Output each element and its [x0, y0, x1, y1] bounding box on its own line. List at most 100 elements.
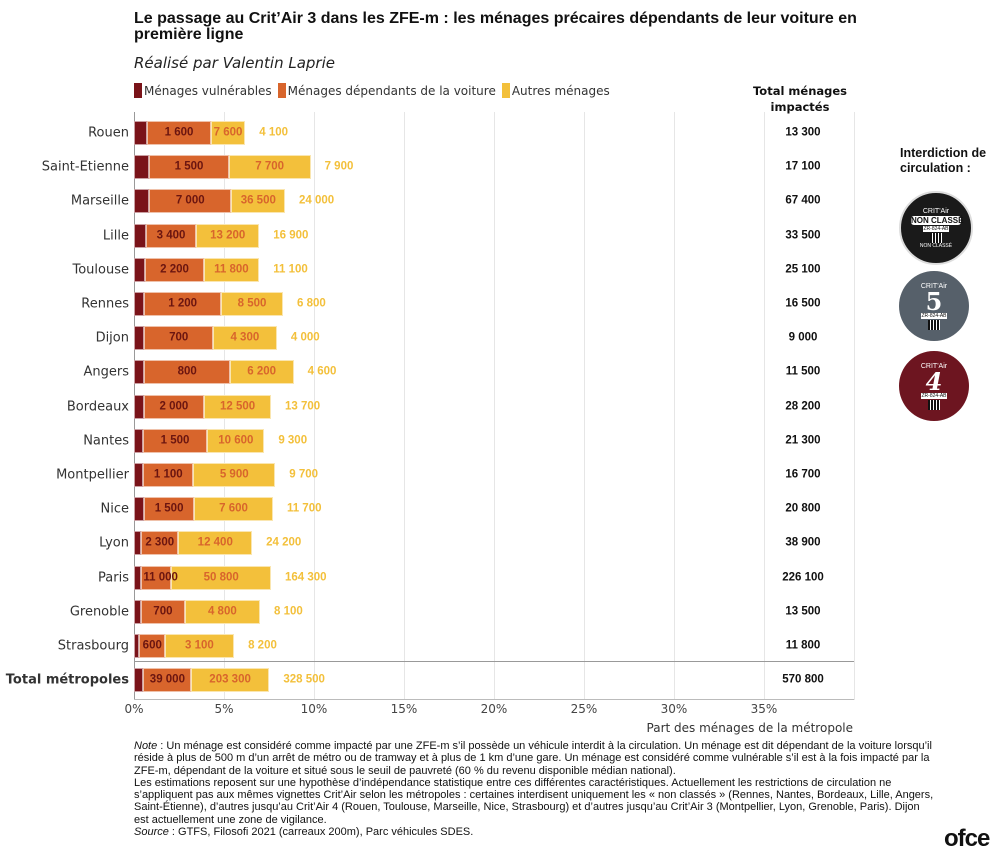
qr-code-icon — [928, 319, 940, 330]
bar-segment-other — [193, 463, 276, 487]
total-value: 25 100 — [785, 263, 821, 276]
value-label-other: 164 300 — [284, 571, 327, 584]
x-tick-label: 5% — [214, 702, 234, 716]
value-label-vulnerable: 1 600 — [164, 126, 194, 139]
value-label-other: 24 000 — [299, 194, 335, 207]
total-value: 13 300 — [785, 126, 821, 139]
bar-segment-dependent — [139, 634, 165, 658]
bar-segment-other — [221, 292, 284, 316]
total-value: 28 200 — [785, 400, 821, 413]
gridline — [764, 112, 765, 700]
value-label-dependent: 4 800 — [207, 605, 237, 618]
bar-segment-vulnerable — [134, 360, 145, 385]
bar-segment-other — [171, 565, 271, 590]
critair-5-badge: CRIT'Air 5 ZR-824-AB — [899, 271, 969, 341]
value-label-dependent: 7 700 — [255, 160, 285, 173]
value-label-vulnerable: 39 000 — [149, 673, 185, 686]
total-value: 17 100 — [785, 160, 821, 173]
bar-segment-vulnerable — [134, 463, 144, 487]
bar-segment-other — [194, 497, 273, 522]
bar-segment-other — [229, 155, 311, 180]
category-label: Marseille — [70, 193, 129, 209]
critair-non-classe-badge: CRIT'Air NON CLASSÉ ZR-824-AB NON CLASSÉ — [899, 191, 973, 265]
bar-segment-other — [178, 531, 253, 556]
value-label-dependent: 12 500 — [220, 400, 256, 413]
bar-segment-other — [211, 121, 246, 145]
value-label-dependent: 13 200 — [210, 229, 246, 242]
value-label-dependent: 5 900 — [219, 468, 249, 481]
value-label-other: 8 200 — [248, 639, 277, 652]
source-label: Source — [134, 826, 169, 839]
bar-segment-dependent — [144, 360, 230, 385]
chart-subtitle: Réalisé par Valentin Laprie — [134, 54, 335, 72]
category-label: Nice — [100, 501, 129, 517]
bar-segment-other — [195, 223, 260, 248]
value-label-other: 6 800 — [297, 297, 326, 310]
category-label: Grenoble — [69, 604, 129, 620]
legend-swatch — [501, 83, 510, 98]
value-label-vulnerable: 7 000 — [175, 194, 205, 207]
value-label-dependent: 7 600 — [219, 502, 248, 515]
total-value: 13 500 — [785, 605, 821, 618]
category-label: Nantes — [83, 433, 129, 449]
bar-segment-dependent — [144, 394, 205, 419]
badge-main-text: NON CLASSÉ — [911, 215, 964, 225]
ofce-logo: ofce — [944, 825, 990, 852]
category-label: Strasbourg — [57, 638, 129, 654]
legend-swatch — [134, 83, 142, 98]
note-paragraph: Note : Un ménage est considéré comme imp… — [134, 740, 934, 777]
side-heading: Interdiction de circulation : — [900, 146, 987, 175]
value-label-vulnerable: 700 — [169, 331, 189, 344]
bar-segment-vulnerable — [134, 326, 145, 351]
bar-segment-dependent — [144, 292, 222, 316]
legend-item-vulnerable: Ménages vulnérables — [134, 83, 272, 98]
x-tick-label: 0% — [124, 702, 144, 716]
value-label-vulnerable: 1 200 — [168, 297, 198, 310]
value-label-dependent: 10 600 — [218, 434, 254, 447]
badge-bottom-text: NON CLASSÉ — [919, 242, 953, 249]
value-label-vulnerable: 700 — [153, 605, 173, 618]
bar-segment-dependent — [149, 155, 230, 180]
chart-title: Le passage au Crit’Air 3 dans les ZFE-m … — [134, 10, 857, 43]
value-label-vulnerable: 1 500 — [154, 502, 184, 515]
category-label: Total métropoles — [5, 672, 129, 688]
bar-segment-other — [164, 634, 235, 658]
category-label: Montpellier — [56, 467, 129, 483]
plot-area: 0% 5% 10% 15% 20% 25% 30% 35% Rouen 1 600 7 600 4 1… — [5, 112, 855, 716]
value-label-other: 9 300 — [278, 434, 308, 447]
total-value: 21 300 — [785, 434, 821, 447]
total-value: 38 900 — [785, 536, 821, 549]
total-value: 33 500 — [785, 229, 821, 242]
legend-label: Ménages vulnérables — [144, 83, 272, 98]
bar-segment-dependent — [146, 223, 196, 248]
bar-segment-dependent — [141, 531, 179, 556]
bar-segment-vulnerable — [134, 497, 145, 522]
qr-code-icon — [928, 399, 940, 410]
category-label: Toulouse — [72, 262, 129, 278]
value-label-vulnerable: 2 300 — [145, 536, 175, 549]
value-label-dependent: 8 500 — [237, 297, 267, 310]
value-label-dependent: 7 600 — [213, 126, 243, 139]
total-separator — [134, 661, 854, 662]
qr-code-icon — [930, 232, 942, 243]
badge-plate: ZR-824-AB — [921, 392, 947, 399]
bar-segment-vulnerable — [134, 223, 147, 248]
category-label: Lille — [102, 228, 129, 244]
category-label: Rennes — [81, 296, 129, 312]
bar-segment-vulnerable — [134, 565, 142, 590]
bar-segment-vulnerable — [134, 292, 145, 316]
total-value: 11 500 — [785, 365, 821, 378]
total-value: 226 100 — [782, 571, 824, 584]
bar-segment-other — [231, 189, 285, 214]
value-label-other: 16 900 — [273, 229, 309, 242]
total-value: 11 800 — [785, 639, 821, 652]
total-value: 67 400 — [785, 194, 821, 207]
badge-top-text: CRIT'Air — [920, 362, 948, 370]
bar-segment-vulnerable — [134, 668, 144, 692]
gridline — [674, 112, 675, 700]
value-label-other: 7 900 — [324, 160, 354, 173]
x-tick-label: 25% — [570, 702, 598, 716]
bar-segment-vulnerable — [134, 155, 150, 180]
note-label: Note — [134, 740, 158, 752]
bar-segment-vulnerable — [134, 599, 141, 624]
